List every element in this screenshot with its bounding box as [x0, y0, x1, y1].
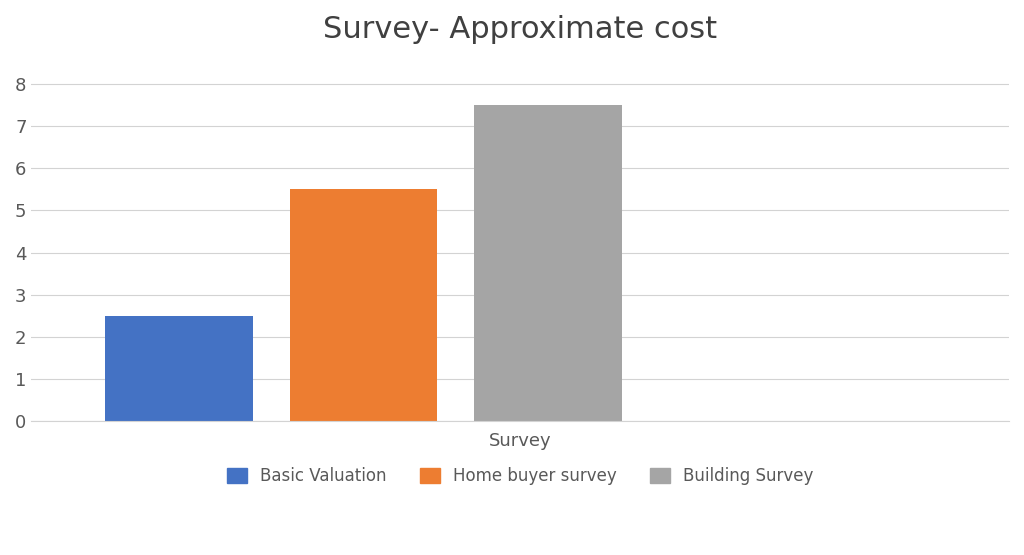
Bar — [105, 316, 253, 421]
X-axis label: Survey: Survey — [488, 432, 552, 450]
Legend: Basic Valuation, Home buyer survey, Building Survey: Basic Valuation, Home buyer survey, Buil… — [220, 460, 820, 491]
Bar — [290, 189, 437, 421]
Title: Survey- Approximate cost: Survey- Approximate cost — [324, 15, 717, 44]
Bar — [474, 105, 622, 421]
